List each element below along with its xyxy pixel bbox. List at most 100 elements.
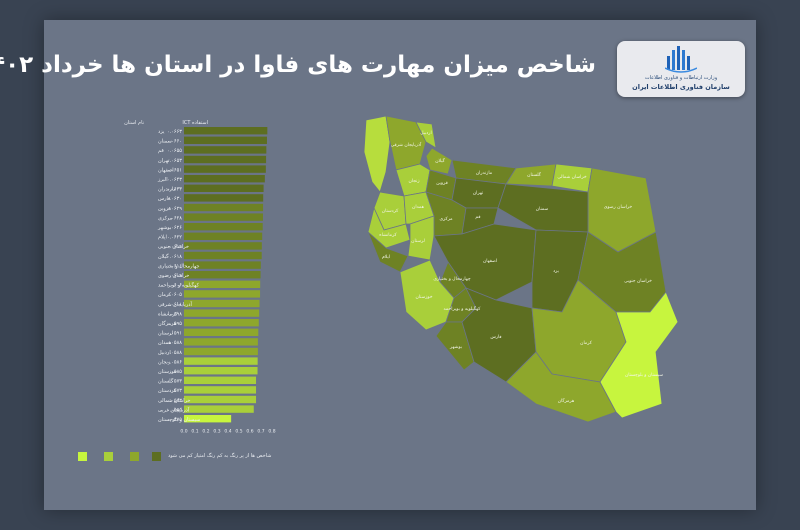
category-label: فارس (158, 196, 171, 202)
category-label: زنجان (158, 359, 171, 365)
map-province-label: بوشهر (449, 345, 462, 350)
x-tick-label: 0.7 (257, 429, 264, 435)
bar (184, 290, 261, 298)
value-label: ۰.۰۵۸۶ (167, 359, 182, 365)
category-label: یزد (158, 129, 165, 135)
bar (184, 405, 254, 413)
category-label: گلستان (158, 378, 174, 385)
value-label: ۰.۰۶۲۶ (167, 225, 182, 231)
value-label: ۰.۰۶۲۹ (167, 206, 182, 212)
category-label: کرمانشاه (158, 311, 178, 317)
value-label: ۰.۰۶۵۵ (167, 148, 182, 154)
legend-note: شاخص ها از پر رنگ به کم رنگ امتیاز کم می… (168, 453, 272, 459)
category-label: سیستان و بلوچستان (158, 417, 200, 423)
value-label: ۰.۰۵۹۸ (167, 311, 182, 317)
iran-map: آذربایجان شرقی اردبیل گیلان مازندران گلستان خ… (363, 115, 679, 423)
value-label: ۰.۰۶۱۱ (167, 263, 182, 269)
map-province-label: خوزستان (415, 295, 432, 300)
map-province-label: کرمان (580, 340, 593, 346)
bar (184, 376, 257, 384)
map-province-label: زنجان (408, 179, 419, 184)
value-label: ۰.۰۳۷۵ (167, 417, 182, 423)
map-labels: آذربایجان شرقی اردبیل گیلان مازندران گلستان خ… (379, 131, 663, 404)
category-label: قم (158, 148, 164, 154)
map-province-label: کردستان (382, 208, 399, 214)
bar (184, 367, 258, 375)
col-header-name: نام استان (124, 120, 144, 126)
value-label: ۰.۰۶۶۳ (167, 129, 182, 135)
bar (184, 357, 258, 365)
map-province-label: تهران (473, 191, 484, 196)
value-label: ۰.۰۶۲۲ (167, 235, 182, 241)
category-label: تهران (158, 158, 170, 164)
map-province-gilan (425, 147, 453, 175)
category-label: کهگیلویه و بویراحمد (158, 282, 200, 289)
value-label: ۰.۰۶۰۹ (167, 273, 182, 279)
x-tick-label: 0.6 (246, 429, 253, 435)
map-province-azarbaijan-gharbi (363, 115, 391, 193)
x-tick-label: 0.0 (180, 429, 187, 435)
page-title: شاخص میزان مهارت های فاوا در استان ها خر… (0, 52, 596, 78)
category-label: مازندران (158, 187, 176, 193)
x-tick-label: 0.8 (268, 429, 275, 435)
bar (184, 242, 262, 250)
bar (184, 338, 258, 346)
value-label: ۰.۰۵۸۵ (167, 369, 182, 375)
value-label: ۰.۰۶۳۳ (167, 187, 182, 193)
category-label: گیلان (158, 253, 169, 260)
value-label: ۰.۰۶۳۰ (167, 196, 182, 202)
bar (184, 261, 261, 269)
value-label: ۰.۰۵۷۳ (167, 388, 182, 394)
bar (184, 347, 258, 356)
value-label: ۰.۰۶۲۸ (167, 215, 182, 221)
map-province-label: سیستان و بلوچستان (625, 373, 663, 378)
bar-chart: نام استان ICT استفاده یزد ۰.۰۶۶۳ سمنان۰.۰۶۶۰… (124, 120, 276, 435)
map-province-label: آذربایجان شرقی (391, 142, 422, 148)
bar (184, 194, 264, 202)
value-label: ۰.۰۶۰۱ (167, 302, 182, 308)
x-tick-label: 0.5 (235, 429, 242, 435)
category-label: سمنان (158, 139, 172, 145)
category-label: اصفهان (158, 167, 174, 173)
map-province-label: گیلان (435, 157, 445, 164)
bar (184, 146, 267, 154)
category-label: بوشهر (157, 225, 171, 231)
legend-swatch (152, 452, 161, 461)
map-province-label: چهارمحال و بختیاری (433, 277, 471, 282)
value-label: ۰.۰۵۷۳ (167, 398, 182, 404)
bar (184, 223, 263, 231)
x-tick-label: 0.2 (202, 429, 209, 435)
value-label: ۰.۰۵۸۸ (167, 350, 182, 356)
legend-swatch (104, 452, 113, 461)
category-label: خراسان جنوبی (158, 244, 189, 250)
category-label: قزوین (158, 206, 171, 212)
value-label: ۰.۰۵۸۸ (167, 340, 182, 346)
category-label: آذربایجان شرقی (158, 301, 192, 308)
bar (184, 251, 262, 260)
category-label: کردستان (158, 388, 177, 394)
map-province-label: مازندران (476, 171, 493, 176)
category-label: چهارمحال و بختیاری (158, 263, 199, 269)
x-tick-label: 0.1 (191, 429, 198, 435)
bar (184, 271, 261, 279)
value-label: ۰.۰۵۷۳ (167, 379, 182, 385)
map-province-label: خراسان رضوی (604, 205, 632, 210)
category-label: اردبیل (158, 350, 171, 356)
logo-box: وزارت ارتباطات و فناوری اطلاعات سازمان ف… (617, 41, 745, 97)
category-label: همدان (158, 340, 172, 346)
map-province-label: خراسان شمالی (557, 175, 586, 180)
bar (184, 155, 267, 164)
bar (184, 165, 266, 173)
value-label: ۰.۰۵۹۱ (167, 331, 182, 337)
logo-ministry-text: وزارت ارتباطات و فناوری اطلاعات (644, 75, 718, 81)
logo-org-text: سازمان فناوری اطلاعات ایران (632, 83, 730, 91)
x-tick-label: 0.3 (213, 429, 220, 435)
value-label: ۰.۰۶۱۹ (167, 244, 182, 250)
bar (184, 184, 264, 192)
category-label: آذربایجان غربی (158, 406, 190, 413)
map-province-label: اردبیل (420, 131, 431, 136)
category-label: هرمزگان (158, 320, 177, 327)
map-province-ardabil (415, 121, 437, 149)
map-province-label: هرمزگان (558, 397, 575, 404)
bar (184, 203, 264, 212)
